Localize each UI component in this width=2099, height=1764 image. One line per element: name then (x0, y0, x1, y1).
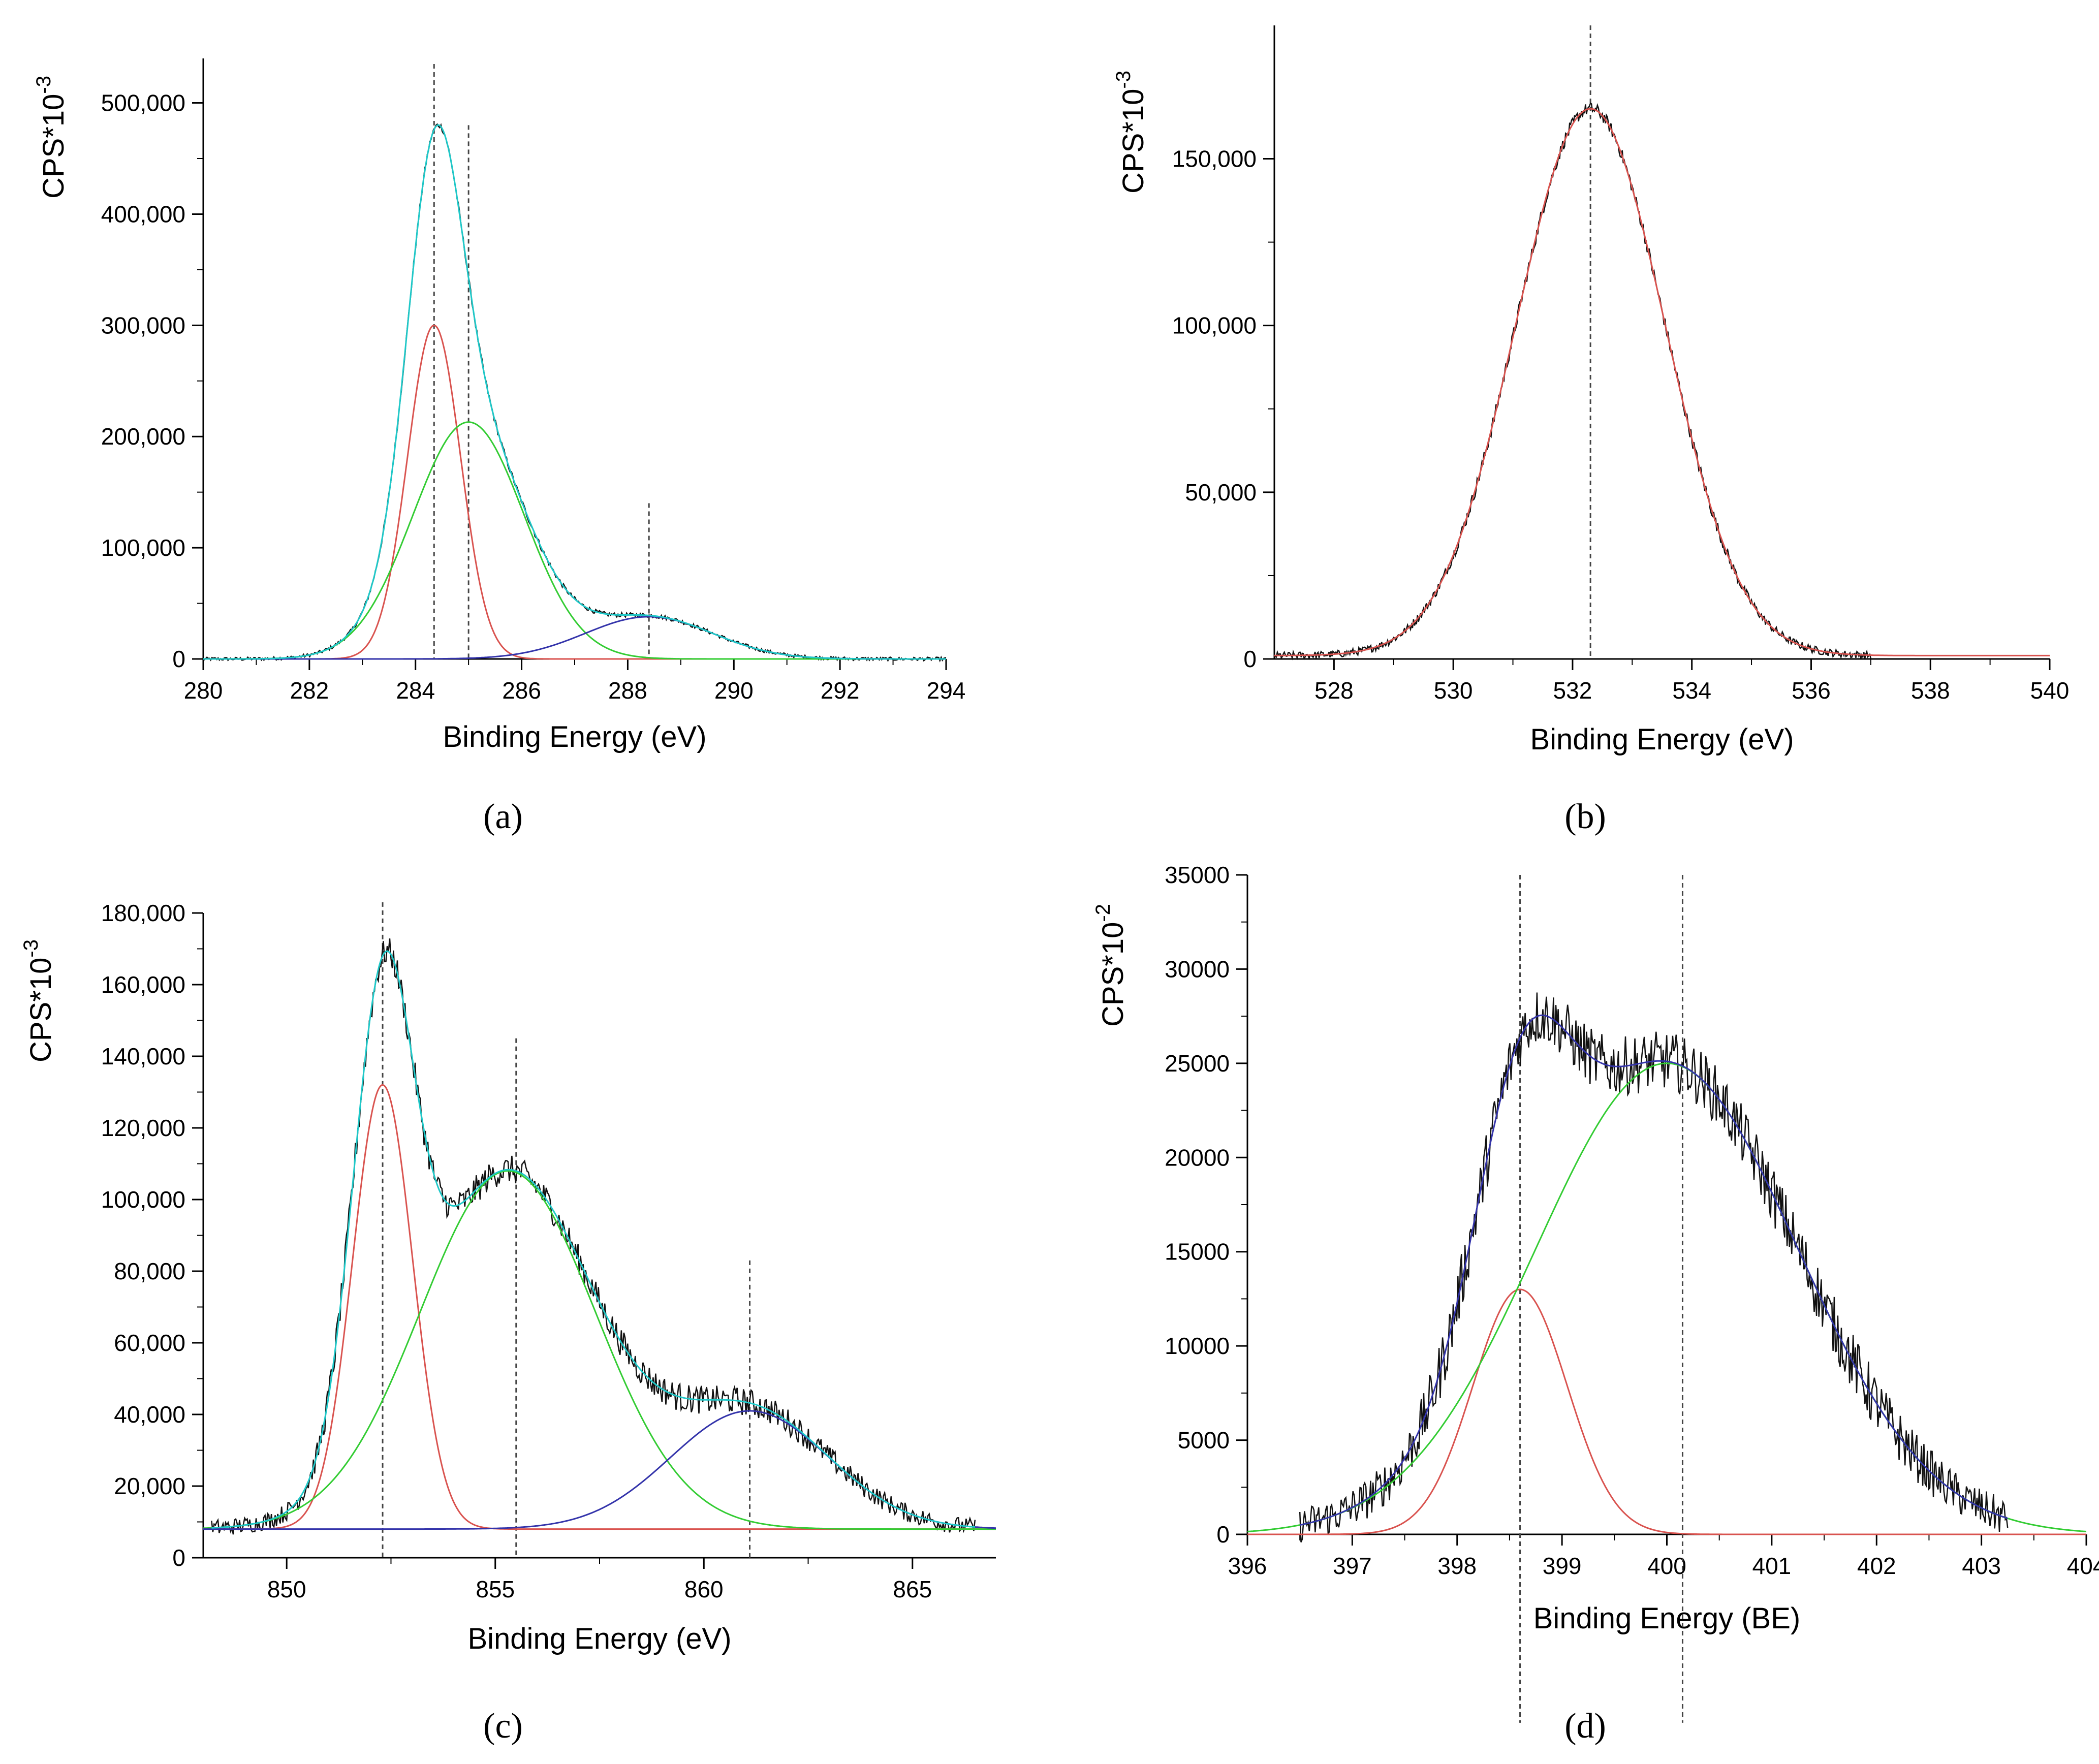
x-tick-label: 850 (267, 1576, 306, 1602)
y-tick-label: 15000 (1165, 1239, 1230, 1265)
x-tick-label: 282 (290, 677, 329, 704)
y-tick-label: 40,000 (114, 1401, 185, 1428)
y-axis-label: CPS*10-3 (1112, 71, 1150, 194)
fit-envelope-line (211, 950, 976, 1529)
panel-caption: (d) (1564, 1707, 1606, 1746)
x-tick-label: 528 (1314, 677, 1354, 704)
y-tick-label: 300,000 (101, 312, 185, 338)
fit-component-peak-2 (203, 1170, 996, 1530)
x-axis-label: Binding Energy (eV) (1530, 723, 1794, 756)
y-tick-label: 120,000 (101, 1115, 185, 1141)
y-tick-label: 0 (172, 1545, 185, 1571)
chart-panel-3: 850 855 860 865 0 20,000 40,000 60,000 80,000 100… (20, 900, 996, 1746)
x-tick-label: 540 (2030, 677, 2070, 704)
fit-component-peak-1 (1274, 108, 2050, 656)
fit-component-peak-2 (1247, 1062, 2087, 1532)
y-tick-label: 50,000 (1185, 479, 1257, 506)
y-tick-label: 80,000 (114, 1258, 185, 1284)
x-tick-label: 396 (1228, 1553, 1267, 1579)
y-tick-label: 100,000 (101, 1186, 185, 1213)
x-tick-label: 530 (1434, 677, 1473, 704)
x-tick-label: 400 (1647, 1553, 1686, 1579)
y-tick-label: 0 (1216, 1521, 1230, 1548)
x-tick-label: 288 (608, 677, 647, 704)
x-tick-label: 290 (714, 677, 754, 704)
fit-envelope-line (203, 124, 946, 660)
raw-spectrum-line (1299, 992, 2009, 1542)
x-tick-label: 402 (1857, 1553, 1896, 1579)
y-tick-label: 25000 (1165, 1050, 1230, 1077)
y-tick-label: 200,000 (101, 423, 185, 450)
raw-spectrum-line (211, 938, 976, 1535)
y-tick-label: 35000 (1165, 862, 1230, 888)
y-tick-label: 150,000 (1172, 146, 1257, 172)
y-tick-label: 10000 (1165, 1333, 1230, 1359)
fit-envelope-line (1299, 1014, 2008, 1526)
x-tick-label: 538 (1911, 677, 1950, 704)
x-tick-label: 398 (1437, 1553, 1477, 1579)
chart-panel-1: 280 282 284 286 288 290 292 294 0 100,000 200,000 3… (33, 58, 965, 836)
x-tick-label: 536 (1792, 677, 1831, 704)
x-tick-label: 860 (684, 1576, 724, 1602)
chart-panel-2: 528 530 532 534 536 538 540 0 50,000 100,000 150,0… (1112, 25, 2069, 836)
y-tick-label: 160,000 (101, 971, 185, 998)
x-tick-label: 403 (1962, 1553, 2001, 1579)
x-tick-label: 292 (821, 677, 860, 704)
fit-component-peak-1 (1247, 1288, 2086, 1535)
x-tick-label: 532 (1553, 677, 1592, 704)
y-axis-label: CPS*10-3 (20, 939, 57, 1062)
y-tick-label: 100,000 (1172, 312, 1257, 339)
x-tick-label: 399 (1543, 1553, 1582, 1579)
y-tick-label: 140,000 (101, 1043, 185, 1069)
x-axis-label: Binding Energy (eV) (443, 720, 706, 753)
x-tick-label: 294 (927, 677, 966, 704)
y-tick-label: 500,000 (101, 90, 185, 116)
y-axis-label: CPS*10-2 (1092, 904, 1130, 1027)
x-tick-label: 286 (502, 677, 541, 704)
y-tick-label: 0 (172, 646, 185, 672)
x-tick-label: 397 (1333, 1553, 1372, 1579)
x-tick-label: 284 (396, 677, 435, 704)
panel-caption: (a) (483, 797, 523, 836)
x-axis-label: Binding Energy (eV) (467, 1622, 731, 1655)
y-tick-label: 20000 (1165, 1144, 1230, 1171)
x-axis-label: Binding Energy (BE) (1533, 1602, 1800, 1635)
raw-spectrum-line (203, 123, 947, 663)
y-tick-label: 20,000 (114, 1473, 185, 1499)
panel-caption: (c) (483, 1707, 523, 1746)
raw-spectrum-line (1273, 102, 1872, 660)
x-tick-label: 280 (184, 677, 223, 704)
x-tick-label: 855 (476, 1576, 515, 1602)
fit-component-peak-1 (203, 324, 946, 660)
y-tick-label: 60,000 (114, 1330, 185, 1356)
y-tick-label: 30000 (1165, 956, 1230, 982)
x-tick-label: 865 (893, 1576, 932, 1602)
y-tick-label: 0 (1243, 646, 1257, 672)
x-tick-label: 401 (1752, 1553, 1792, 1579)
y-tick-label: 5000 (1178, 1427, 1230, 1454)
y-tick-label: 180,000 (101, 900, 185, 926)
fit-component-peak-2 (203, 421, 946, 660)
chart-panel-4: 396 397 398 399 400 401 402 403 404 0 5000 10000 150… (1092, 862, 2099, 1746)
y-axis-label: CPS*10-3 (33, 76, 70, 199)
x-tick-label: 404 (2067, 1553, 2099, 1579)
y-tick-label: 100,000 (101, 534, 185, 561)
x-tick-label: 534 (1672, 677, 1711, 704)
panel-caption: (b) (1564, 797, 1606, 836)
y-tick-label: 400,000 (101, 201, 185, 227)
